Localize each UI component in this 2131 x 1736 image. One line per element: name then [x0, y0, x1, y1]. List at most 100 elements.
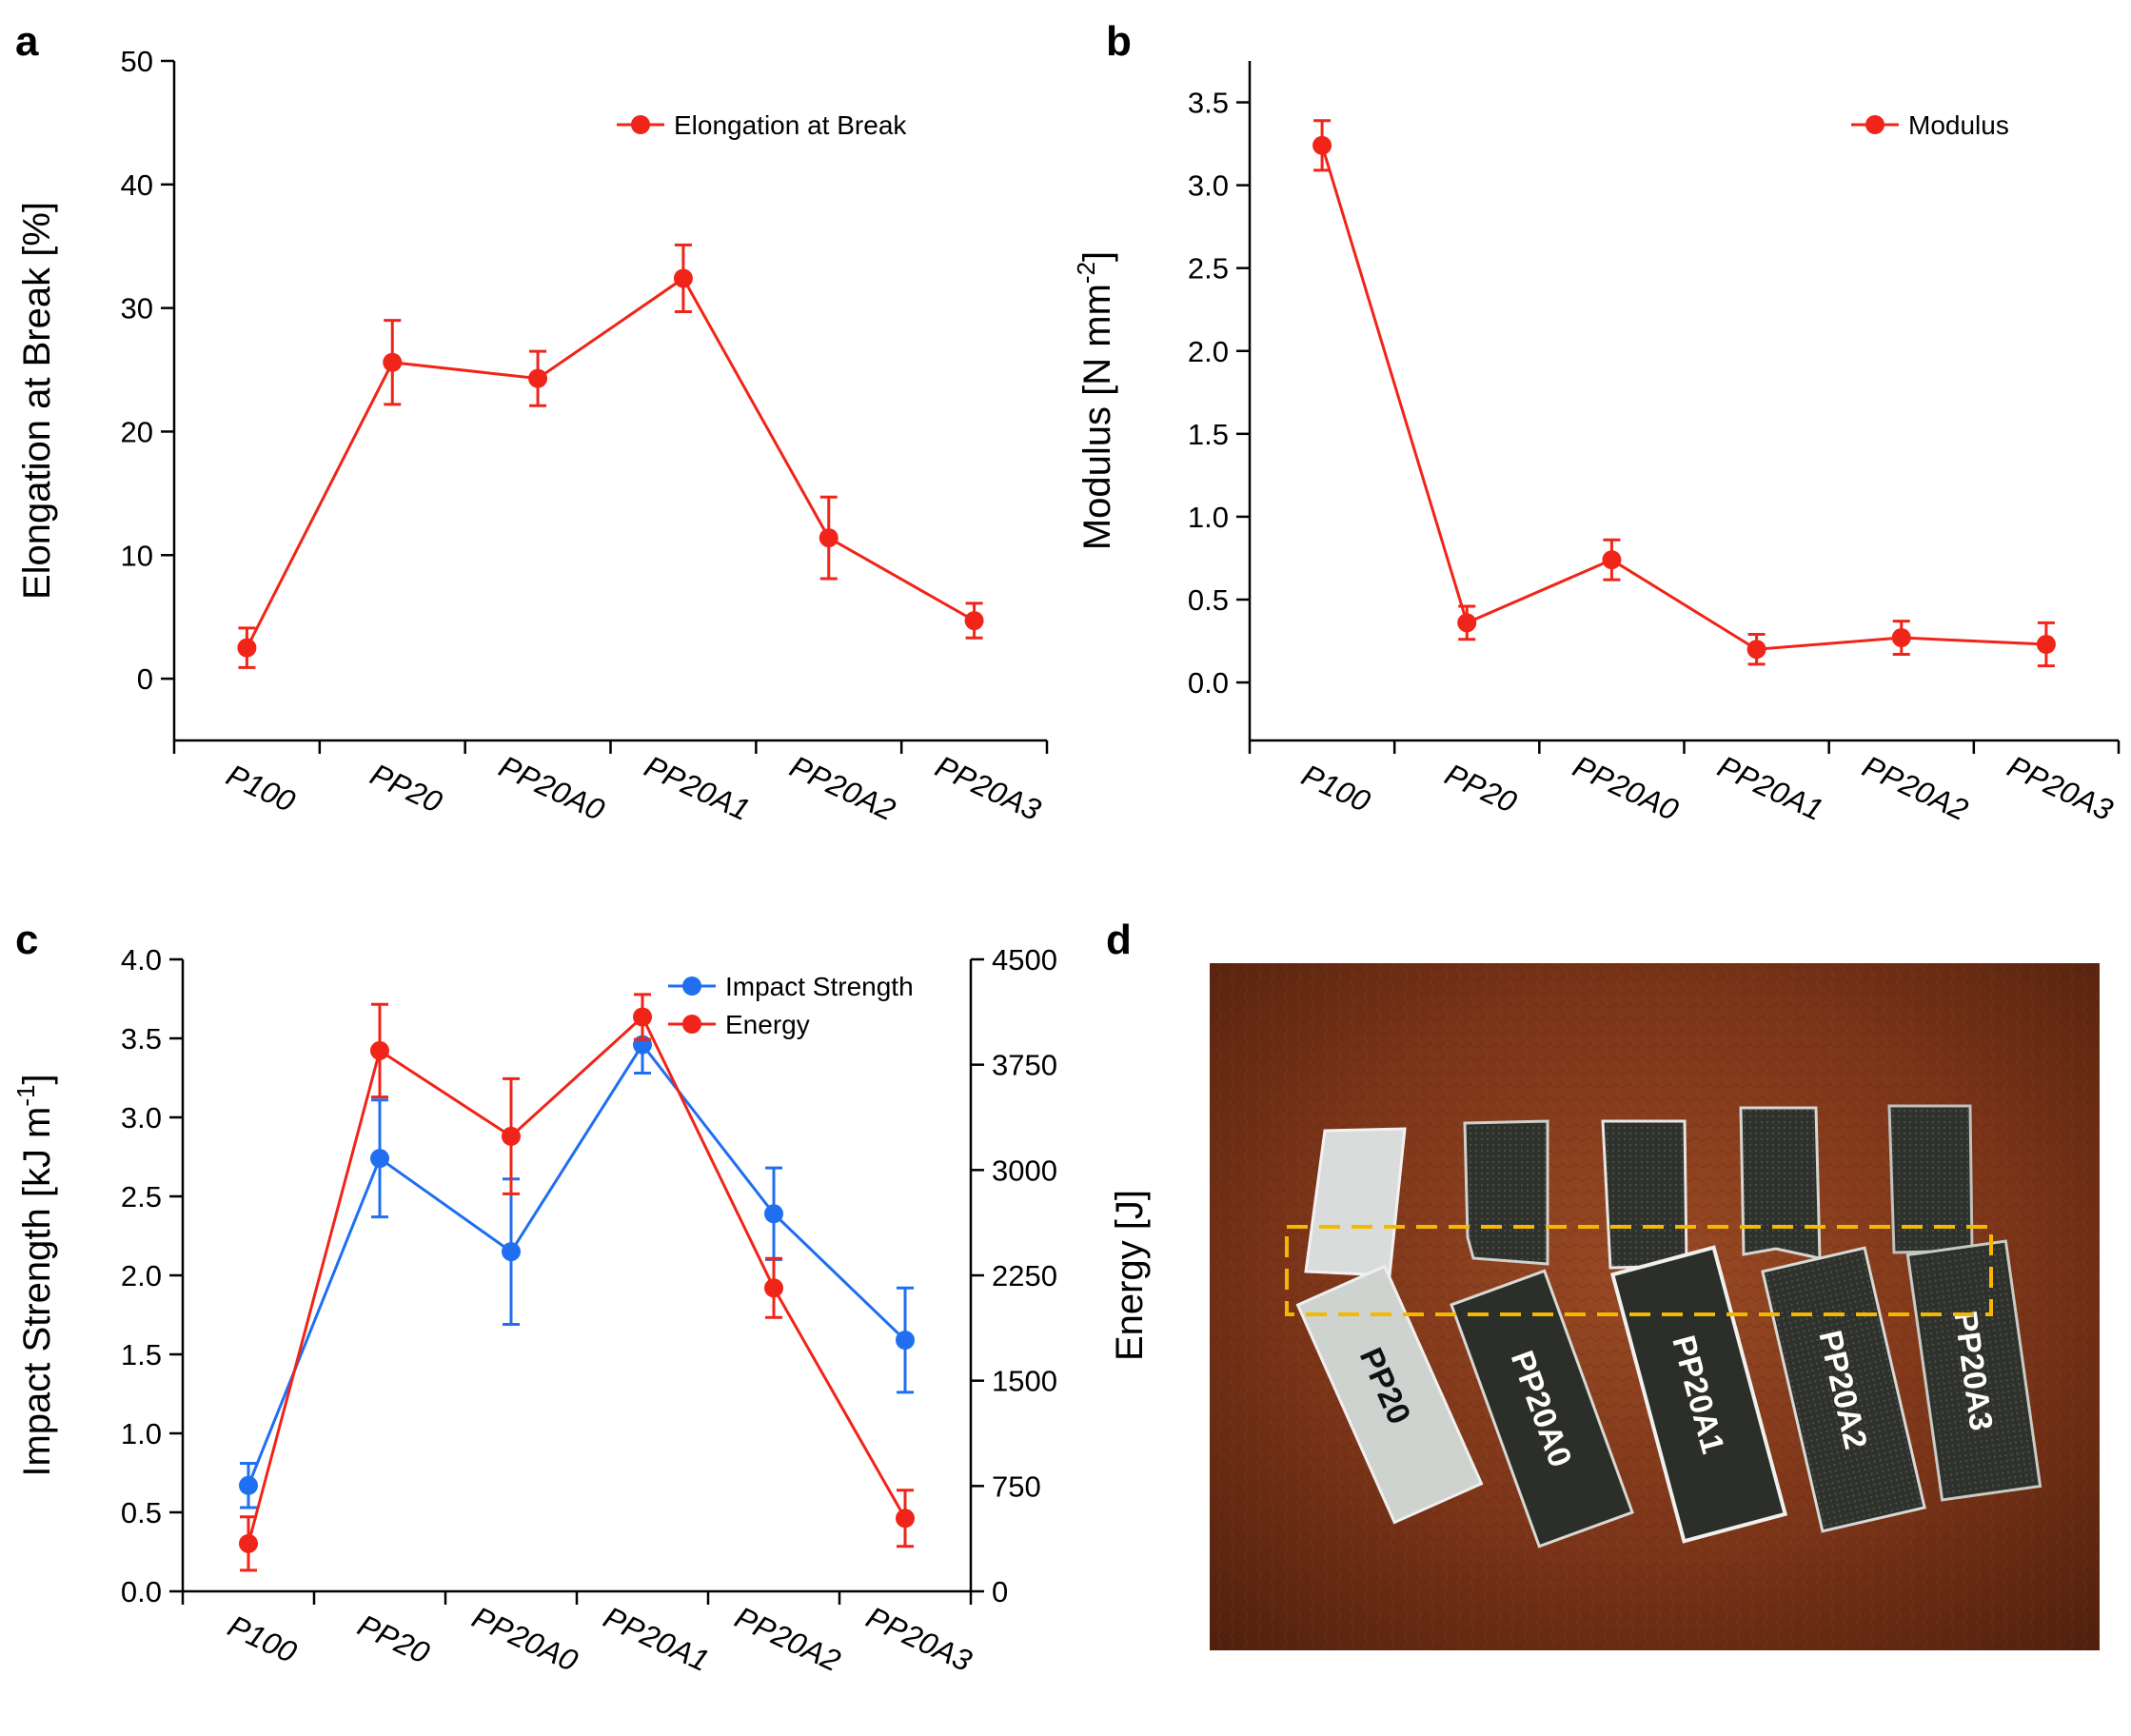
- legend-entry-0: Elongation at Break: [617, 110, 907, 140]
- series-0-point-PP20A0: [502, 1242, 521, 1262]
- series-0-point-PP20: [383, 352, 403, 372]
- legend-marker: [682, 976, 701, 996]
- y-tick-label: 0.5: [1188, 583, 1229, 617]
- series-0-point-PP20A3: [964, 611, 984, 631]
- x-tick-label-PP20A0: PP20A0: [494, 749, 610, 827]
- photo-specimens: PP20 PP20A0 PP20A1 PP20A2 PP20A3: [1210, 963, 2100, 1650]
- legend-marker: [682, 1015, 701, 1034]
- y-tick-label: 0.0: [1188, 666, 1229, 700]
- y-tick-label: 2.0: [1188, 335, 1229, 368]
- x-tick-label-PP20: PP20: [1440, 757, 1522, 819]
- y-tick-label: 2.0: [121, 1259, 162, 1292]
- panel-letter-c: c: [15, 917, 38, 963]
- y-axis-title: Modulus [N mm-2]: [1072, 251, 1118, 550]
- x-tick-label-PP20: PP20: [365, 757, 447, 819]
- y2-tick-label: 3750: [992, 1049, 1057, 1082]
- x-tick-label-PP20A3: PP20A3: [2003, 749, 2119, 827]
- highlight-box: [1285, 1225, 1993, 1316]
- chart-c-impact: 0.0 0.5 1.0 1.5 2.0 2.5 3.0 3.5 4.0 0 750 1500 2250 3…: [11, 943, 1151, 1678]
- y-tick-label: 3.0: [1188, 169, 1229, 203]
- series-1-point-PP20A1: [633, 1007, 652, 1027]
- specimen-top-pp20a0: [1463, 1119, 1549, 1266]
- legend-entry-0: Modulus: [1851, 110, 2009, 140]
- y2-tick-label: 1500: [992, 1365, 1057, 1398]
- y-tick-label: 10: [121, 539, 153, 572]
- x-tick-label-P100: P100: [222, 758, 301, 819]
- series-0-point-P100: [239, 1475, 258, 1495]
- series-0-line: [1320, 145, 2046, 651]
- series-0-point-PP20A1: [673, 268, 693, 288]
- y-tick-label: 2.5: [121, 1180, 162, 1213]
- x-tick-label-PP20A1: PP20A1: [640, 749, 756, 827]
- series-0-line: [246, 276, 976, 649]
- specimen-top-pp20a1: [1601, 1119, 1688, 1270]
- series-1-point-PP20A0: [502, 1126, 521, 1146]
- series-0-point-P100: [237, 638, 257, 658]
- x-tick-label-PP20A1: PP20A1: [1712, 749, 1828, 827]
- y-tick-label: 30: [121, 292, 153, 326]
- x-tick-label-PP20A1: PP20A1: [599, 1600, 715, 1678]
- chart-b-modulus: 0.0 0.5 1.0 1.5 2.0 2.5 3.0 3.5 P100 PP20 PP20A0 PP…: [1072, 61, 2121, 827]
- y-tick-label: 20: [121, 415, 153, 448]
- y2-axis-title: Energy [J]: [1109, 1190, 1151, 1361]
- legend-entry-1: Energy: [668, 1010, 810, 1039]
- y-tick-label: 3.0: [121, 1101, 162, 1134]
- legend-marker: [1865, 115, 1884, 134]
- series-1-line: [247, 1015, 907, 1545]
- x-tick-label-P100: P100: [223, 1608, 302, 1669]
- series-0-line: [247, 1042, 907, 1487]
- series-0-point-PP20A2: [764, 1204, 783, 1224]
- legend-label: Energy: [725, 1010, 810, 1039]
- x-tick-label-PP20A3: PP20A3: [861, 1600, 977, 1678]
- panel-letter-a: a: [15, 18, 39, 65]
- legend-label: Elongation at Break: [674, 110, 907, 140]
- y-tick-label: 3.5: [1188, 87, 1229, 120]
- x-tick-label-PP20: PP20: [353, 1608, 435, 1670]
- y-tick-label: 3.5: [121, 1022, 162, 1055]
- specimen-bottom-pp20a2: PP20A2: [1761, 1246, 1926, 1533]
- y2-tick-label: 3000: [992, 1154, 1057, 1187]
- specimen-bottom-pp20: PP20: [1295, 1264, 1484, 1525]
- legend-entry-0: Impact Strength: [668, 972, 914, 1001]
- specimen-top-pp20a3: [1887, 1104, 1974, 1254]
- series-1-point-PP20A3: [896, 1509, 915, 1529]
- x-tick-label-P100: P100: [1296, 758, 1375, 819]
- y-tick-label: 1.5: [121, 1338, 162, 1371]
- y-tick-label: 1.5: [1188, 418, 1229, 451]
- x-tick-label-PP20A2: PP20A2: [1858, 749, 1974, 827]
- y-axis-title: Impact Strength [kJ m-1]: [11, 1074, 58, 1476]
- y-tick-label: 2.5: [1188, 252, 1229, 286]
- series-0-point-PP20A3: [2036, 634, 2056, 654]
- y-tick-label: 50: [121, 45, 153, 78]
- series-0-point-PP20A3: [896, 1331, 915, 1351]
- x-tick-label-PP20A2: PP20A2: [730, 1600, 846, 1678]
- x-tick-label-PP20A3: PP20A3: [930, 749, 1046, 827]
- series-0-point-PP20A2: [819, 528, 839, 548]
- legend-label: Modulus: [1908, 110, 2009, 140]
- y-axis-title: Elongation at Break [%]: [16, 202, 58, 600]
- series-1-point-PP20: [370, 1040, 389, 1060]
- series-0-point-PP20A2: [1891, 628, 1911, 648]
- specimen-bottom-pp20a3: PP20A3: [1905, 1239, 2042, 1502]
- series-0-point-PP20A1: [1746, 640, 1766, 660]
- y-tick-label: 1.0: [121, 1417, 162, 1450]
- y-tick-label: 4.0: [121, 943, 162, 976]
- y-tick-label: 0: [137, 662, 153, 696]
- x-tick-label-PP20A0: PP20A0: [1568, 749, 1684, 827]
- series-0-point-P100: [1312, 135, 1332, 155]
- y2-tick-label: 750: [992, 1470, 1041, 1503]
- series-1-point-PP20A2: [764, 1278, 783, 1298]
- x-tick-label-PP20A0: PP20A0: [467, 1600, 583, 1678]
- specimen-bottom-pp20a1: PP20A1: [1609, 1245, 1788, 1544]
- y-tick-label: 1.0: [1188, 501, 1229, 534]
- specimen-top-pp20a2: [1739, 1106, 1822, 1260]
- y2-tick-label: 2250: [992, 1259, 1057, 1292]
- panel-letter-d: d: [1106, 917, 1132, 963]
- legend-marker: [631, 115, 650, 134]
- y2-tick-label: 0: [992, 1575, 1008, 1608]
- series-1-point-P100: [239, 1533, 258, 1553]
- series-0-point-PP20A0: [1602, 550, 1622, 570]
- x-tick-label-PP20A2: PP20A2: [785, 749, 901, 827]
- series-0-point-PP20A0: [528, 368, 548, 388]
